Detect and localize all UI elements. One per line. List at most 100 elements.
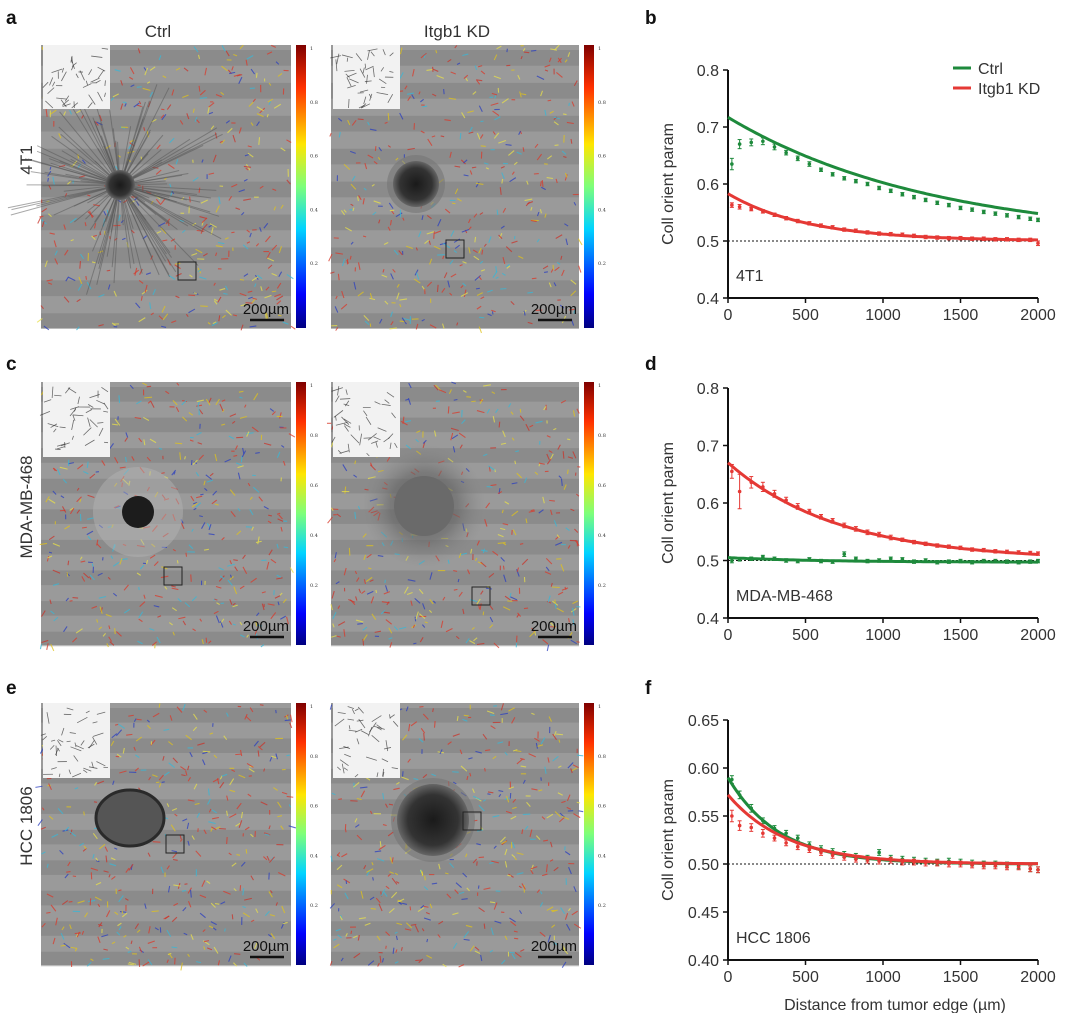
fiber-streak (113, 290, 117, 297)
fiber-streak (201, 639, 204, 645)
fiber-streak (389, 219, 392, 226)
fiber-streak (564, 913, 569, 920)
data-point (854, 228, 858, 233)
inset-fiber (73, 755, 79, 762)
fiber-streak (362, 626, 368, 631)
fiber-streak (178, 616, 186, 620)
inset-fiber (76, 716, 88, 724)
fiber-streak (98, 843, 106, 850)
fiber-streak (484, 519, 488, 527)
fiber-streak (525, 201, 531, 207)
fiber-streak (519, 91, 522, 98)
fiber-streak (572, 764, 579, 769)
inset-fiber (72, 414, 84, 417)
fiber-streak (553, 282, 557, 287)
data-point (993, 559, 998, 563)
fiber-streak (201, 880, 206, 887)
fiber-streak (249, 232, 252, 238)
fiber-streak (89, 473, 96, 479)
fiber-streak (431, 882, 438, 885)
fiber-streak (152, 712, 160, 718)
fiber-streak (561, 150, 567, 155)
zoom-region-box (165, 834, 185, 854)
fiber-streak (244, 897, 252, 901)
fiber-streak (530, 864, 534, 871)
fiber-streak (490, 725, 496, 730)
fiber-streak (503, 574, 507, 583)
fiber-streak (114, 456, 119, 464)
zoom-region-box (177, 261, 197, 281)
fiber-streak (122, 543, 127, 547)
fiber-streak (210, 827, 213, 832)
inset-fiber (71, 102, 79, 109)
fiber-streak (493, 54, 498, 61)
fiber-streak (212, 816, 219, 820)
fiber-streak (408, 723, 411, 732)
fiber-streak (454, 45, 458, 49)
fiber-streak (147, 852, 151, 857)
fiber-streak (572, 600, 579, 605)
fiber-streak (146, 724, 151, 730)
fiber-streak (149, 554, 156, 559)
fiber-streak (155, 169, 162, 175)
fiber-streak (542, 639, 549, 645)
fiber-streak (198, 408, 204, 415)
fiber-streak (490, 484, 497, 487)
fiber-streak (482, 548, 486, 554)
colorbar-tick: 0.2 (598, 261, 606, 267)
fiber-streak (456, 62, 461, 65)
fiber-streak (84, 912, 89, 918)
fiber-streak (463, 74, 469, 79)
fiber-streak (488, 465, 496, 471)
fiber-streak (330, 507, 334, 512)
fiber-streak (510, 920, 517, 927)
fiber-streak (128, 714, 134, 717)
fiber-streak (233, 559, 238, 562)
fiber-streak (223, 890, 231, 895)
fiber-streak (548, 57, 552, 63)
inset-fiber (351, 708, 355, 715)
fiber-streak (183, 67, 189, 72)
colorbar-tick: 0.2 (598, 903, 606, 909)
fiber-streak (576, 641, 580, 643)
fiber-streak (375, 589, 378, 594)
data-point (923, 235, 928, 239)
fiber-streak (231, 420, 236, 424)
inset-fiber (382, 49, 386, 56)
fiber-streak (371, 184, 375, 187)
fiber-streak (339, 916, 343, 921)
fiber-streak (186, 822, 190, 830)
fiber-streak (392, 947, 395, 954)
series-ctrl (727, 116, 1040, 223)
fiber-streak (168, 274, 176, 280)
fiber-streak (88, 576, 92, 580)
fiber-streak (123, 491, 129, 496)
data-point (819, 559, 823, 563)
fiber-streak (414, 269, 419, 276)
fiber-streak (421, 624, 426, 628)
fiber-streak (184, 602, 191, 608)
fiber-streak (449, 862, 455, 869)
fiber-streak (343, 567, 347, 576)
fiber-streak (191, 252, 198, 256)
fiber-streak (399, 901, 408, 905)
fiber-streak (196, 812, 201, 818)
data-point (1016, 865, 1021, 869)
data-point (912, 195, 916, 199)
fiber-streak (415, 611, 419, 620)
fiber-streak (561, 961, 567, 969)
fiber-streak (462, 282, 467, 287)
column-title-kd: Itgb1 KD (424, 22, 490, 41)
fiber-streak (202, 751, 208, 755)
colorbar-tick: 0.4 (310, 533, 318, 539)
inset-fiber (355, 53, 363, 62)
fiber-streak (196, 404, 203, 407)
fiber-streak (117, 723, 125, 729)
fiber-streak (218, 315, 221, 322)
fiber-streak (113, 505, 120, 509)
fiber-streak (335, 581, 340, 585)
scale-bar-label: 200µm (531, 938, 577, 955)
colorbar (584, 703, 594, 965)
fiber-streak (214, 453, 218, 462)
fiber-streak (66, 572, 69, 577)
